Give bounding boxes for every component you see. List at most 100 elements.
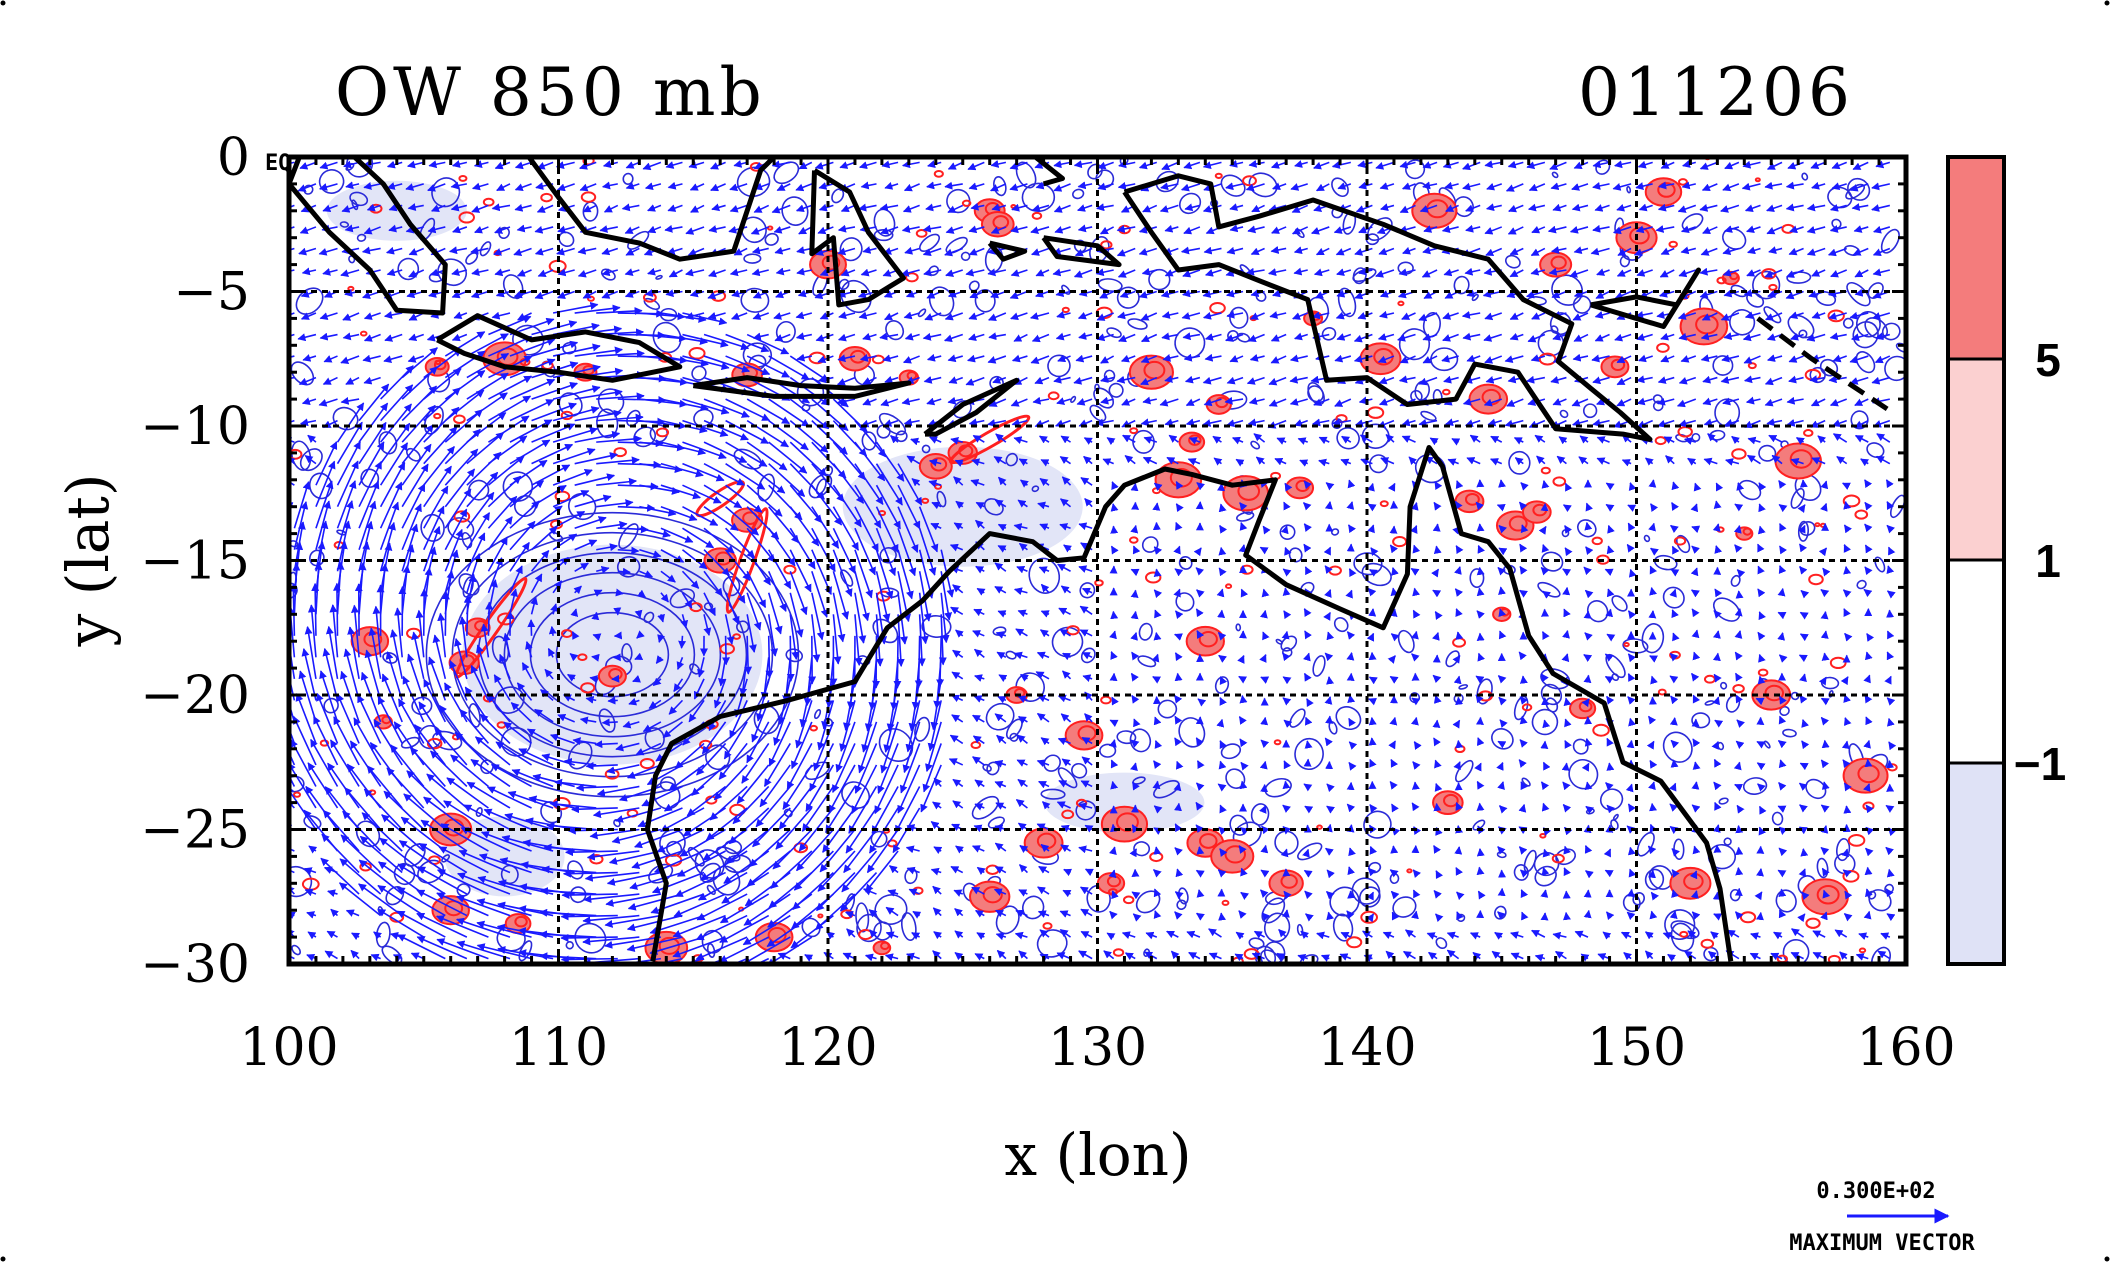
- wind-vector: [1411, 910, 1419, 920]
- negative-contour: [1662, 731, 1693, 763]
- wind-vector: [1690, 503, 1699, 513]
- positive-ow-region: [1774, 442, 1822, 480]
- negative-contour: [1722, 227, 1747, 250]
- wind-vector: [1690, 890, 1699, 899]
- negative-contour: [706, 884, 716, 895]
- wind-vector: [1520, 524, 1529, 534]
- wind-vector: [1476, 802, 1485, 812]
- wind-vector: [1519, 715, 1528, 725]
- negative-contour: [299, 448, 323, 472]
- wind-vector: [1562, 629, 1570, 639]
- wind-vector: [1758, 653, 1766, 663]
- wind-vector: [1887, 717, 1895, 727]
- wind-vector: [1778, 888, 1787, 897]
- wind-vector: [441, 591, 450, 636]
- wind-vector: [1174, 672, 1183, 682]
- wind-vector: [1133, 718, 1141, 728]
- colorbar-label-1: 1: [2035, 535, 2061, 587]
- wind-vector: [1130, 631, 1138, 641]
- wind-vector: [594, 740, 618, 749]
- wind-vector: [1282, 780, 1291, 790]
- wind-vector: [1733, 524, 1742, 534]
- negative-contour: [921, 444, 931, 454]
- wind-vector: [1476, 587, 1485, 597]
- negative-contour: [968, 280, 980, 292]
- wind-vector: [1628, 717, 1636, 727]
- wind-vector: [1888, 741, 1897, 751]
- negative-contour: [1453, 275, 1470, 295]
- wind-vector: [1432, 631, 1440, 641]
- wind-vector: [1649, 586, 1658, 596]
- x-tick-label: 110: [509, 1018, 608, 1078]
- wind-vector: [1262, 525, 1271, 535]
- y-tick-label: −30: [140, 935, 250, 995]
- wind-vector: [1175, 868, 1184, 878]
- negative-contour: [1782, 938, 1810, 964]
- wind-vector: [1452, 719, 1461, 729]
- wind-vector: [1219, 740, 1227, 750]
- wind-vector: [1153, 631, 1162, 641]
- negative-contour: [1080, 647, 1096, 664]
- wind-vector: [1797, 913, 1806, 923]
- wind-vector: [1713, 500, 1722, 510]
- wind-vector: [1843, 566, 1852, 575]
- negative-contour: [1297, 842, 1323, 861]
- positive-ow-region: [1210, 839, 1255, 874]
- negative-contour: [1075, 800, 1097, 821]
- wind-vector: [1625, 783, 1634, 793]
- negative-contour: [1504, 254, 1521, 269]
- wind-vector: [560, 912, 618, 921]
- negative-contour: [960, 251, 971, 262]
- wind-vector: [1756, 868, 1764, 877]
- wind-vector: [311, 582, 320, 636]
- wind-vector: [1261, 588, 1270, 598]
- wind-vector: [1431, 568, 1440, 578]
- wind-vector: [1325, 715, 1334, 724]
- wind-vector: [1496, 761, 1504, 771]
- negative-contour: [1336, 427, 1360, 450]
- negative-contour: [1846, 281, 1871, 307]
- colorbar-band-low: [1948, 763, 2004, 964]
- negative-contour: [1720, 681, 1728, 690]
- wind-vector: [1326, 911, 1335, 921]
- wind-vector: [1564, 718, 1572, 728]
- wind-vector: [1649, 910, 1658, 920]
- wind-vector: [1196, 846, 1205, 855]
- wind-vector: [1820, 825, 1829, 834]
- negative-contour: [1644, 868, 1665, 891]
- wind-vector: [1454, 846, 1463, 855]
- wind-vector: [560, 955, 618, 964]
- wind-vector: [1650, 675, 1658, 685]
- negative-contour: [861, 431, 877, 451]
- wind-vector: [1564, 482, 1573, 492]
- negative-contour: [1220, 174, 1246, 197]
- negative-contour: [1261, 897, 1286, 924]
- negative-contour: [397, 257, 420, 281]
- negative-contour: [574, 922, 607, 954]
- wind-vector: [1734, 607, 1743, 617]
- wind-vector: [591, 653, 600, 662]
- wind-vector: [1281, 909, 1290, 918]
- wind-vector: [1410, 630, 1419, 640]
- wind-vector: [1606, 545, 1615, 555]
- wind-vector: [765, 635, 774, 679]
- wind-vector: [1412, 587, 1421, 597]
- negative-contour: [1051, 626, 1084, 658]
- wind-vector: [1583, 674, 1592, 684]
- wind-vector: [560, 933, 618, 942]
- negative-contour: [1641, 623, 1665, 654]
- negative-contour: [1337, 287, 1357, 318]
- negative-contour: [1071, 762, 1088, 779]
- wind-vector: [1476, 566, 1485, 576]
- wind-vector: [1237, 654, 1245, 664]
- wind-vector: [1282, 587, 1291, 596]
- wind-vector: [1348, 741, 1358, 750]
- wind-vector: [615, 588, 624, 597]
- wind-vector: [1714, 545, 1723, 554]
- negative-contour: [1852, 320, 1879, 349]
- wind-vector: [1345, 589, 1353, 599]
- wind-vector: [1196, 889, 1205, 898]
- wind-vector: [1368, 716, 1377, 726]
- negative-contour: [740, 216, 767, 244]
